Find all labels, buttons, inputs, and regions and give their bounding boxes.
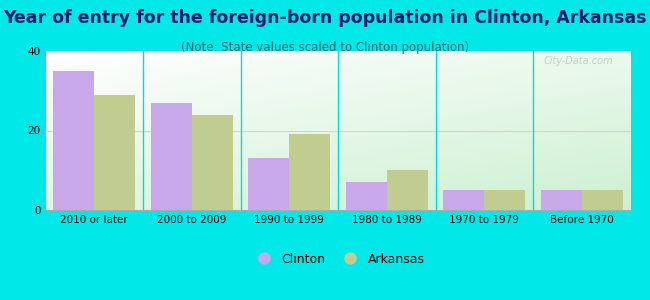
Legend: Clinton, Arkansas: Clinton, Arkansas (246, 248, 430, 271)
Text: City-Data.com: City-Data.com (543, 56, 613, 66)
Bar (443, 190, 484, 210)
Bar (541, 190, 582, 210)
Text: Year of entry for the foreign-born population in Clinton, Arkansas: Year of entry for the foreign-born popul… (3, 9, 647, 27)
Bar (387, 170, 428, 210)
Bar (94, 95, 135, 210)
Bar (289, 134, 330, 210)
Bar (53, 71, 94, 210)
Bar (582, 190, 623, 210)
Bar (192, 115, 233, 210)
Bar (151, 103, 192, 210)
Text: (Note: State values scaled to Clinton population): (Note: State values scaled to Clinton po… (181, 40, 469, 53)
Bar (346, 182, 387, 210)
Bar (484, 190, 525, 210)
Bar (248, 158, 289, 210)
